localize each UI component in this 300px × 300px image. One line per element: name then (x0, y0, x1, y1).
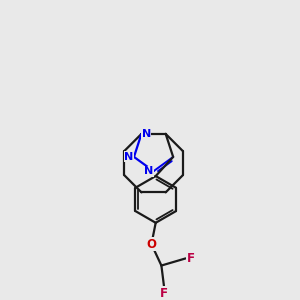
Text: N: N (124, 152, 134, 162)
Text: N: N (142, 129, 151, 139)
Text: F: F (160, 287, 168, 300)
Text: N: N (144, 166, 153, 176)
Text: O: O (146, 238, 156, 251)
Text: F: F (187, 252, 195, 265)
